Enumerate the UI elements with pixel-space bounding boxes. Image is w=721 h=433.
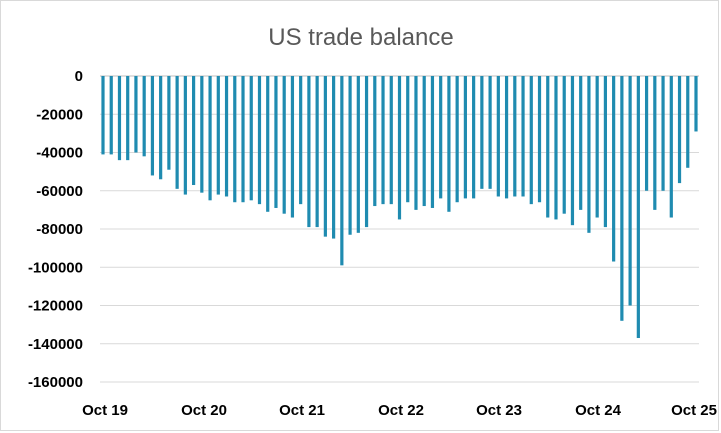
bar-aug-22 (381, 76, 385, 205)
bar-nov-24 (603, 76, 608, 228)
y-tick-label: -20000 (36, 106, 83, 123)
bar-oct-21 (299, 76, 303, 205)
bar-mar-22 (340, 76, 344, 266)
bar-dec-23 (513, 76, 517, 197)
bar-jun-22 (364, 76, 369, 228)
bar-sep-23 (488, 76, 492, 189)
bar-jan-25 (620, 76, 624, 321)
chart-title: US trade balance (268, 24, 453, 51)
bar-jan-20 (126, 76, 130, 161)
bar-feb-21 (233, 76, 237, 203)
bar-may-23 (455, 76, 459, 203)
y-tick-label: -100000 (28, 259, 83, 276)
bar-aug-21 (282, 76, 286, 214)
x-tick-label: Oct 22 (378, 402, 424, 419)
bar-jun-24 (562, 76, 566, 214)
bar-oct-24 (595, 76, 599, 218)
y-tick-label: -80000 (36, 221, 83, 238)
bar-feb-22 (332, 76, 336, 239)
bar-oct-25 (694, 76, 698, 132)
bar-dec-19 (117, 76, 122, 161)
bar-jul-21 (274, 76, 278, 208)
y-axis-ticks: 0 -20000 -40000 -60000 -80000 -100000 -120000 -… (28, 68, 83, 391)
bar-may-24 (554, 76, 558, 220)
bar-dec-20 (216, 76, 220, 195)
bar-nov-20 (208, 76, 212, 201)
bar-jul-25 (669, 76, 673, 218)
bar-jul-20 (175, 76, 179, 189)
bar-jun-23 (463, 76, 467, 199)
bar-aug-25 (677, 76, 682, 184)
y-tick-label: -120000 (28, 298, 83, 315)
bar-sep-20 (191, 76, 196, 186)
bars (101, 76, 698, 339)
bar-feb-24 (529, 76, 533, 205)
bar-sep-25 (686, 76, 690, 168)
bar-apr-25 (644, 76, 649, 191)
bar-may-22 (356, 76, 360, 233)
y-tick-label: -140000 (28, 336, 83, 353)
bar-jul-22 (373, 76, 377, 207)
bar-sep-22 (389, 76, 393, 205)
y-tick-label: 0 (75, 68, 83, 85)
bar-nov-21 (307, 76, 311, 228)
x-tick-label: Oct 21 (279, 402, 325, 419)
x-axis-ticks: Oct 19 Oct 20 Oct 21 Oct 22 Oct 23 Oct 24 Oct … (82, 402, 717, 419)
bar-mar-24 (537, 76, 542, 203)
bar-dec-24 (612, 76, 616, 262)
bar-aug-23 (480, 76, 484, 189)
bar-oct-23 (496, 76, 500, 197)
y-tick-label: -60000 (36, 183, 83, 200)
bar-apr-20 (150, 76, 155, 176)
bar-jan-24 (521, 76, 525, 197)
bar-jun-20 (167, 76, 171, 170)
bar-feb-20 (134, 76, 138, 153)
bar-mar-20 (142, 76, 146, 157)
bar-jul-23 (472, 76, 476, 199)
bar-nov-23 (504, 76, 509, 199)
bar-apr-22 (348, 76, 352, 235)
bar-jun-21 (266, 76, 270, 212)
bar-nov-19 (109, 76, 113, 155)
y-tick-label: -160000 (28, 374, 83, 391)
bar-dec-22 (414, 76, 418, 210)
bar-oct-20 (200, 76, 204, 193)
bar-feb-23 (430, 76, 435, 208)
bar-jan-23 (422, 76, 426, 207)
x-tick-label: Oct 23 (476, 402, 522, 419)
x-tick-label: Oct 25 (671, 402, 717, 419)
bar-mar-23 (439, 76, 443, 199)
bar-may-25 (653, 76, 657, 210)
x-tick-label: Oct 24 (575, 402, 622, 419)
bar-sep-21 (290, 76, 295, 218)
x-tick-label: Oct 19 (82, 402, 128, 419)
bar-may-21 (257, 76, 262, 205)
y-tick-label: -40000 (36, 145, 83, 162)
bar-oct-22 (397, 76, 402, 220)
bar-aug-24 (579, 76, 583, 210)
bar-jan-21 (224, 76, 229, 197)
bar-mar-25 (636, 76, 640, 339)
bar-feb-25 (628, 76, 632, 306)
bar-aug-20 (183, 76, 187, 195)
bar-jan-22 (323, 76, 327, 237)
bar-mar-21 (241, 76, 245, 203)
bar-nov-22 (406, 76, 410, 203)
bar-jul-24 (570, 76, 575, 226)
bar-apr-23 (447, 76, 451, 212)
bar-apr-21 (249, 76, 253, 201)
bar-sep-24 (587, 76, 591, 233)
bar-may-20 (159, 76, 163, 180)
bar-apr-24 (546, 76, 550, 218)
bar-jun-25 (661, 76, 665, 191)
bar-oct-19 (101, 76, 105, 155)
gridlines (100, 75, 699, 383)
x-tick-label: Oct 20 (181, 402, 227, 419)
bar-dec-21 (315, 76, 319, 228)
